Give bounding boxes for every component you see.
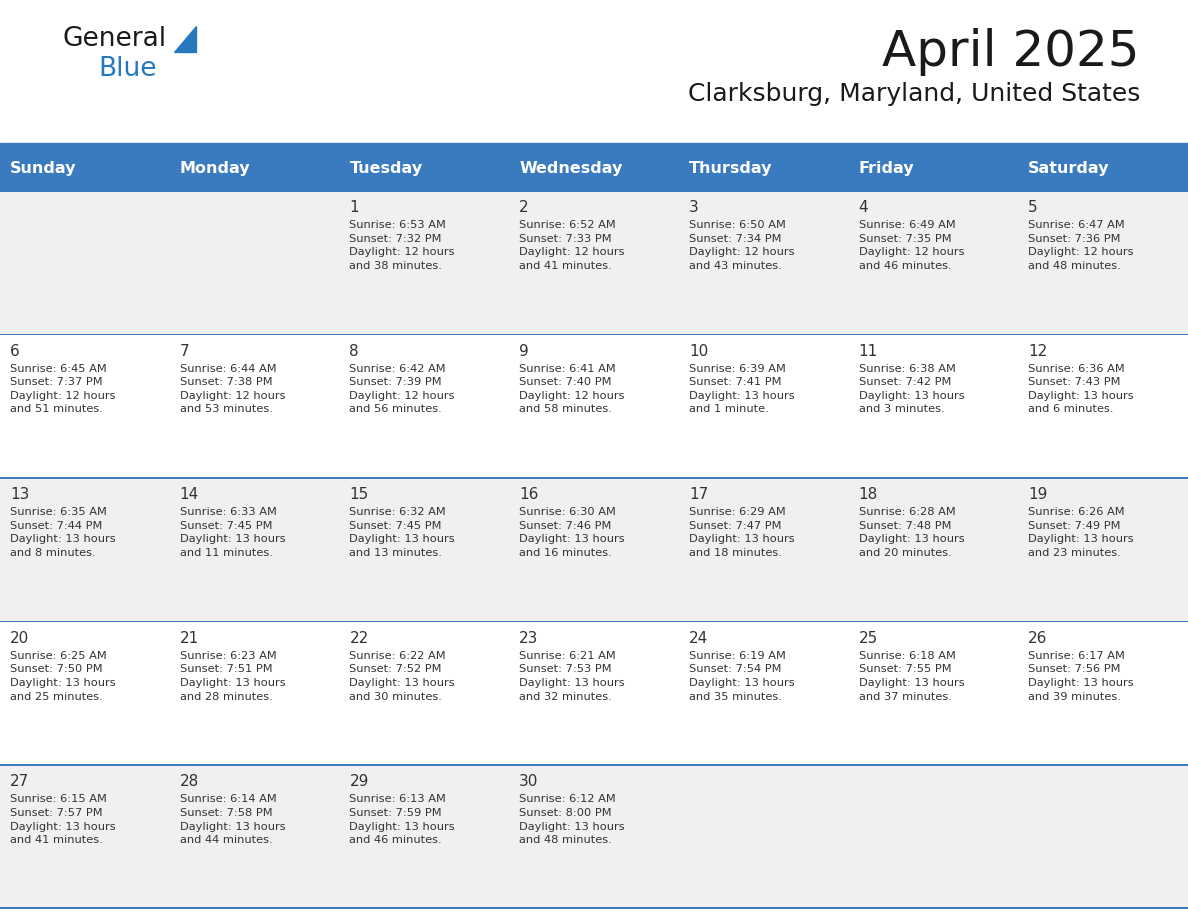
Bar [0, 907, 1188, 909]
Text: Sunrise: 6:41 AM
Sunset: 7:40 PM
Daylight: 12 hours
and 58 minutes.: Sunrise: 6:41 AM Sunset: 7:40 PM Dayligh… [519, 364, 625, 414]
Text: 18: 18 [859, 487, 878, 502]
Bar [0, 765, 1188, 766]
Text: Sunrise: 6:17 AM
Sunset: 7:56 PM
Daylight: 13 hours
and 39 minutes.: Sunrise: 6:17 AM Sunset: 7:56 PM Dayligh… [1029, 651, 1133, 701]
Text: 23: 23 [519, 631, 538, 645]
Text: 6: 6 [10, 343, 20, 359]
Text: Saturday: Saturday [1029, 162, 1110, 176]
Text: Sunrise: 6:50 AM
Sunset: 7:34 PM
Daylight: 12 hours
and 43 minutes.: Sunrise: 6:50 AM Sunset: 7:34 PM Dayligh… [689, 220, 795, 271]
Text: 17: 17 [689, 487, 708, 502]
Text: 15: 15 [349, 487, 368, 502]
Text: 26: 26 [1029, 631, 1048, 645]
Bar [0, 143, 1188, 148]
Bar [848, 148, 1018, 190]
Bar [510, 148, 678, 190]
Text: 12: 12 [1029, 343, 1048, 359]
Text: 24: 24 [689, 631, 708, 645]
Text: 25: 25 [859, 631, 878, 645]
Text: Sunrise: 6:35 AM
Sunset: 7:44 PM
Daylight: 13 hours
and 8 minutes.: Sunrise: 6:35 AM Sunset: 7:44 PM Dayligh… [10, 508, 115, 558]
Text: 21: 21 [179, 631, 198, 645]
Text: Tuesday: Tuesday [349, 162, 423, 176]
Text: Sunrise: 6:22 AM
Sunset: 7:52 PM
Daylight: 13 hours
and 30 minutes.: Sunrise: 6:22 AM Sunset: 7:52 PM Dayligh… [349, 651, 455, 701]
Bar [0, 333, 1188, 335]
Text: Sunrise: 6:33 AM
Sunset: 7:45 PM
Daylight: 13 hours
and 11 minutes.: Sunrise: 6:33 AM Sunset: 7:45 PM Dayligh… [179, 508, 285, 558]
Text: Sunrise: 6:32 AM
Sunset: 7:45 PM
Daylight: 13 hours
and 13 minutes.: Sunrise: 6:32 AM Sunset: 7:45 PM Dayligh… [349, 508, 455, 558]
Text: Sunrise: 6:44 AM
Sunset: 7:38 PM
Daylight: 12 hours
and 53 minutes.: Sunrise: 6:44 AM Sunset: 7:38 PM Dayligh… [179, 364, 285, 414]
Text: Sunday: Sunday [10, 162, 76, 176]
Bar [340, 148, 510, 190]
Text: Friday: Friday [859, 162, 915, 176]
Bar [0, 621, 1188, 765]
Text: 19: 19 [1029, 487, 1048, 502]
Text: 2: 2 [519, 200, 529, 215]
Bar [0, 189, 1188, 191]
Text: Sunrise: 6:28 AM
Sunset: 7:48 PM
Daylight: 13 hours
and 20 minutes.: Sunrise: 6:28 AM Sunset: 7:48 PM Dayligh… [859, 508, 965, 558]
Bar [678, 148, 848, 190]
Text: Sunrise: 6:52 AM
Sunset: 7:33 PM
Daylight: 12 hours
and 41 minutes.: Sunrise: 6:52 AM Sunset: 7:33 PM Dayligh… [519, 220, 625, 271]
Bar [0, 190, 1188, 192]
Text: Sunrise: 6:53 AM
Sunset: 7:32 PM
Daylight: 12 hours
and 38 minutes.: Sunrise: 6:53 AM Sunset: 7:32 PM Dayligh… [349, 220, 455, 271]
Bar [0, 333, 1188, 477]
Bar [1018, 148, 1188, 190]
Text: Sunrise: 6:29 AM
Sunset: 7:47 PM
Daylight: 13 hours
and 18 minutes.: Sunrise: 6:29 AM Sunset: 7:47 PM Dayligh… [689, 508, 795, 558]
Bar [0, 148, 170, 190]
Text: 14: 14 [179, 487, 198, 502]
Text: 7: 7 [179, 343, 189, 359]
Text: 16: 16 [519, 487, 538, 502]
Text: Sunrise: 6:30 AM
Sunset: 7:46 PM
Daylight: 13 hours
and 16 minutes.: Sunrise: 6:30 AM Sunset: 7:46 PM Dayligh… [519, 508, 625, 558]
Bar [0, 190, 1188, 333]
Text: 20: 20 [10, 631, 30, 645]
Text: Sunrise: 6:26 AM
Sunset: 7:49 PM
Daylight: 13 hours
and 23 minutes.: Sunrise: 6:26 AM Sunset: 7:49 PM Dayligh… [1029, 508, 1133, 558]
Text: 30: 30 [519, 775, 538, 789]
Text: Sunrise: 6:15 AM
Sunset: 7:57 PM
Daylight: 13 hours
and 41 minutes.: Sunrise: 6:15 AM Sunset: 7:57 PM Dayligh… [10, 794, 115, 845]
Bar [0, 765, 1188, 908]
Text: Sunrise: 6:19 AM
Sunset: 7:54 PM
Daylight: 13 hours
and 35 minutes.: Sunrise: 6:19 AM Sunset: 7:54 PM Dayligh… [689, 651, 795, 701]
Text: Sunrise: 6:21 AM
Sunset: 7:53 PM
Daylight: 13 hours
and 32 minutes.: Sunrise: 6:21 AM Sunset: 7:53 PM Dayligh… [519, 651, 625, 701]
Text: Sunrise: 6:36 AM
Sunset: 7:43 PM
Daylight: 13 hours
and 6 minutes.: Sunrise: 6:36 AM Sunset: 7:43 PM Dayligh… [1029, 364, 1133, 414]
Bar [170, 148, 340, 190]
Text: 4: 4 [859, 200, 868, 215]
Bar [0, 621, 1188, 622]
Text: General: General [62, 26, 166, 52]
Text: 10: 10 [689, 343, 708, 359]
Text: Wednesday: Wednesday [519, 162, 623, 176]
Text: 11: 11 [859, 343, 878, 359]
Text: Sunrise: 6:45 AM
Sunset: 7:37 PM
Daylight: 12 hours
and 51 minutes.: Sunrise: 6:45 AM Sunset: 7:37 PM Dayligh… [10, 364, 115, 414]
Text: 1: 1 [349, 200, 359, 215]
Text: Sunrise: 6:39 AM
Sunset: 7:41 PM
Daylight: 13 hours
and 1 minute.: Sunrise: 6:39 AM Sunset: 7:41 PM Dayligh… [689, 364, 795, 414]
Text: Sunrise: 6:38 AM
Sunset: 7:42 PM
Daylight: 13 hours
and 3 minutes.: Sunrise: 6:38 AM Sunset: 7:42 PM Dayligh… [859, 364, 965, 414]
Bar [0, 477, 1188, 478]
Text: Sunrise: 6:12 AM
Sunset: 8:00 PM
Daylight: 13 hours
and 48 minutes.: Sunrise: 6:12 AM Sunset: 8:00 PM Dayligh… [519, 794, 625, 845]
Text: Sunrise: 6:13 AM
Sunset: 7:59 PM
Daylight: 13 hours
and 46 minutes.: Sunrise: 6:13 AM Sunset: 7:59 PM Dayligh… [349, 794, 455, 845]
Text: 27: 27 [10, 775, 30, 789]
Text: 22: 22 [349, 631, 368, 645]
Text: Blue: Blue [97, 56, 157, 82]
Text: Sunrise: 6:18 AM
Sunset: 7:55 PM
Daylight: 13 hours
and 37 minutes.: Sunrise: 6:18 AM Sunset: 7:55 PM Dayligh… [859, 651, 965, 701]
Text: Sunrise: 6:49 AM
Sunset: 7:35 PM
Daylight: 12 hours
and 46 minutes.: Sunrise: 6:49 AM Sunset: 7:35 PM Dayligh… [859, 220, 965, 271]
Text: 5: 5 [1029, 200, 1038, 215]
Text: 13: 13 [10, 487, 30, 502]
Text: 9: 9 [519, 343, 529, 359]
Text: Sunrise: 6:42 AM
Sunset: 7:39 PM
Daylight: 12 hours
and 56 minutes.: Sunrise: 6:42 AM Sunset: 7:39 PM Dayligh… [349, 364, 455, 414]
Polygon shape [173, 26, 196, 52]
Text: Sunrise: 6:23 AM
Sunset: 7:51 PM
Daylight: 13 hours
and 28 minutes.: Sunrise: 6:23 AM Sunset: 7:51 PM Dayligh… [179, 651, 285, 701]
Text: 3: 3 [689, 200, 699, 215]
Text: Thursday: Thursday [689, 162, 772, 176]
Text: 8: 8 [349, 343, 359, 359]
Bar [0, 477, 1188, 621]
Text: Sunrise: 6:25 AM
Sunset: 7:50 PM
Daylight: 13 hours
and 25 minutes.: Sunrise: 6:25 AM Sunset: 7:50 PM Dayligh… [10, 651, 115, 701]
Text: Sunrise: 6:47 AM
Sunset: 7:36 PM
Daylight: 12 hours
and 48 minutes.: Sunrise: 6:47 AM Sunset: 7:36 PM Dayligh… [1029, 220, 1133, 271]
Text: Clarksburg, Maryland, United States: Clarksburg, Maryland, United States [688, 82, 1140, 106]
Text: Sunrise: 6:14 AM
Sunset: 7:58 PM
Daylight: 13 hours
and 44 minutes.: Sunrise: 6:14 AM Sunset: 7:58 PM Dayligh… [179, 794, 285, 845]
Text: April 2025: April 2025 [883, 28, 1140, 76]
Text: 29: 29 [349, 775, 368, 789]
Text: 28: 28 [179, 775, 198, 789]
Text: Monday: Monday [179, 162, 251, 176]
